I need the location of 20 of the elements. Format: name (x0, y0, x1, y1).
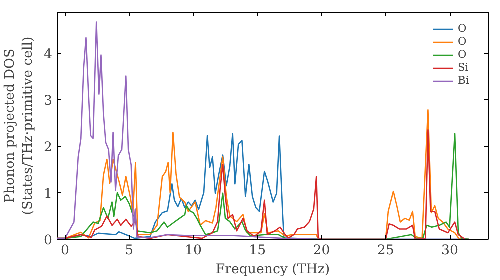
x-tick-label: 10 (184, 244, 202, 258)
x-tick-label: 0 (60, 244, 70, 258)
x-tick-label: 15 (249, 244, 266, 258)
y-tick-label: 2 (44, 140, 53, 156)
y-tick-label: 3 (44, 94, 53, 109)
legend-label: Bi (458, 74, 470, 87)
y-tick-label: 0 (44, 234, 53, 248)
y-tick-label: 4 (44, 47, 53, 62)
line-series (58, 22, 470, 240)
x-tick-label: 25 (377, 244, 394, 258)
y-tick-label: 1 (44, 186, 53, 202)
legend-label: O (458, 35, 468, 48)
legend-label: Si (458, 61, 470, 74)
x-tick-label: 5 (125, 244, 134, 258)
x-axis-title: Frequency (THz) (216, 262, 330, 278)
x-tick-label: 20 (313, 244, 330, 258)
x-tick-label: 30 (442, 244, 459, 258)
legend-label: O (458, 22, 468, 35)
legend-label: O (458, 48, 468, 61)
y-axis-title: Phonon projected DOS (States/THz·primitive cell) (3, 36, 36, 216)
